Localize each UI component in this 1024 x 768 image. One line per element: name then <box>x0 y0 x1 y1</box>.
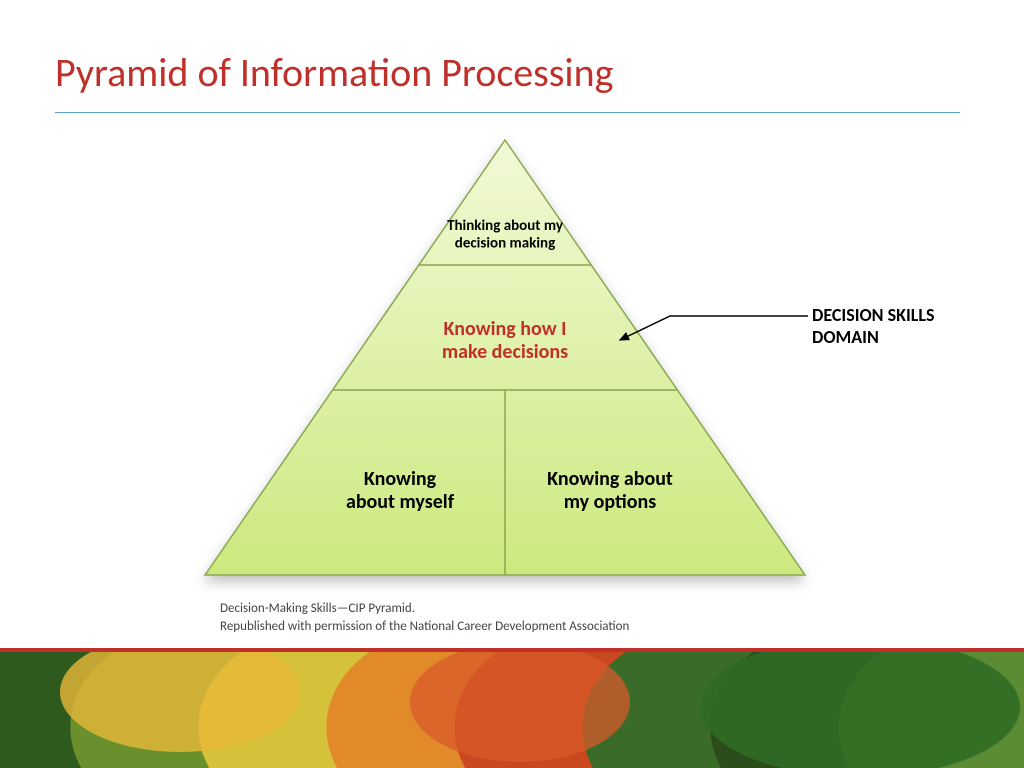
foliage-icon <box>0 652 1024 768</box>
callout-line1: DECISION SKILLS <box>812 305 934 327</box>
svg-text:Knowing aboutmy options: Knowing aboutmy options <box>547 467 673 514</box>
caption-line1: Decision-Making Skills—CIP Pyramid. <box>220 600 629 618</box>
title-underline <box>55 112 960 113</box>
svg-text:Knowing how Imake decisions: Knowing how Imake decisions <box>442 317 568 364</box>
svg-text:Thinking about mydecision maki: Thinking about mydecision making <box>447 217 564 252</box>
pyramid-diagram: Thinking about mydecision making Knowing … <box>195 130 815 600</box>
callout-label: DECISION SKILLS DOMAIN <box>812 305 934 348</box>
caption-line2: Republished with permission of the Natio… <box>220 618 629 636</box>
callout-line2: DOMAIN <box>812 327 934 349</box>
caption: Decision-Making Skills—CIP Pyramid. Repu… <box>220 600 629 635</box>
slide: Pyramid of Information Processing Thinki… <box>0 0 1024 768</box>
page-title: Pyramid of Information Processing <box>55 48 613 97</box>
footer-foliage-strip <box>0 652 1024 768</box>
